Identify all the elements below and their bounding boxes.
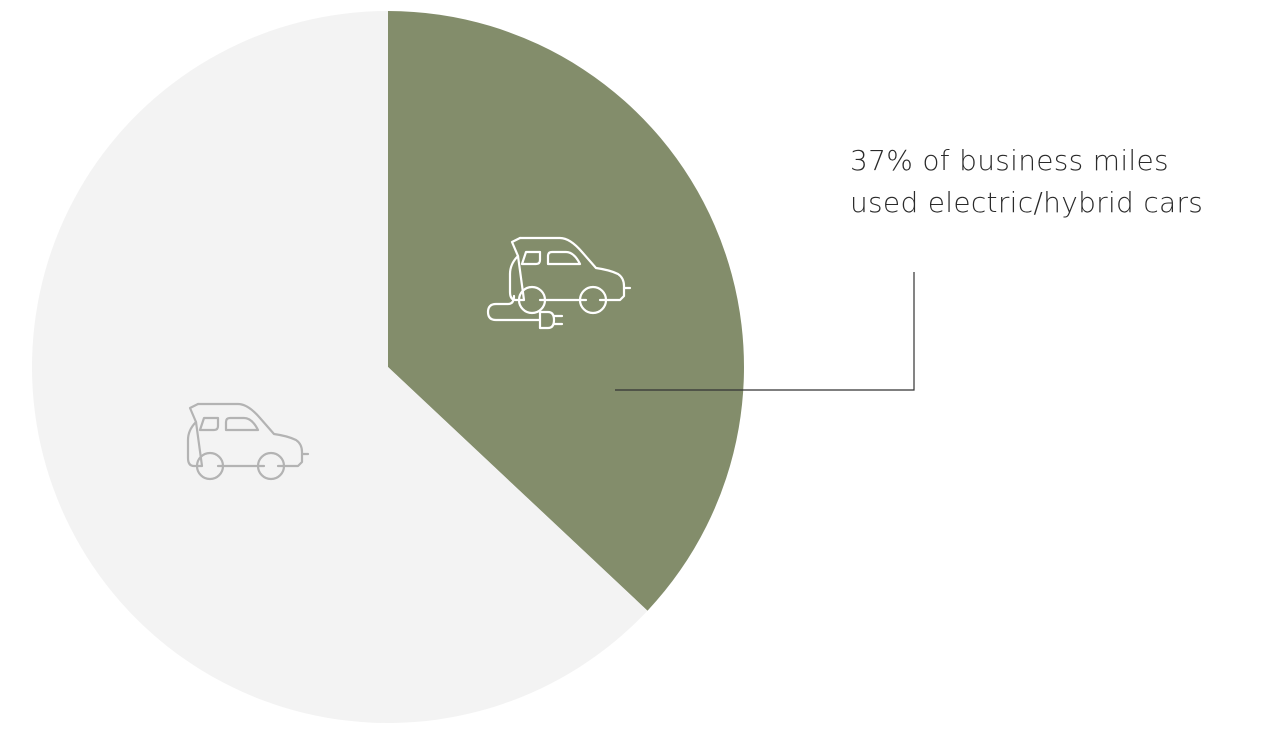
electric-car-icon <box>486 236 632 330</box>
pie-slice-other <box>31 11 648 723</box>
car-icon <box>186 402 310 481</box>
pie-slice-electric-hybrid <box>388 11 744 611</box>
annotation-leader-line <box>615 272 915 391</box>
annotation-line-1: 37% of business miles <box>850 144 1169 177</box>
pie-slices <box>31 11 744 723</box>
annotation-line-2: used electric/hybrid cars <box>850 186 1204 219</box>
slice-annotation: 37% of business miles used electric/hybr… <box>850 140 1270 224</box>
